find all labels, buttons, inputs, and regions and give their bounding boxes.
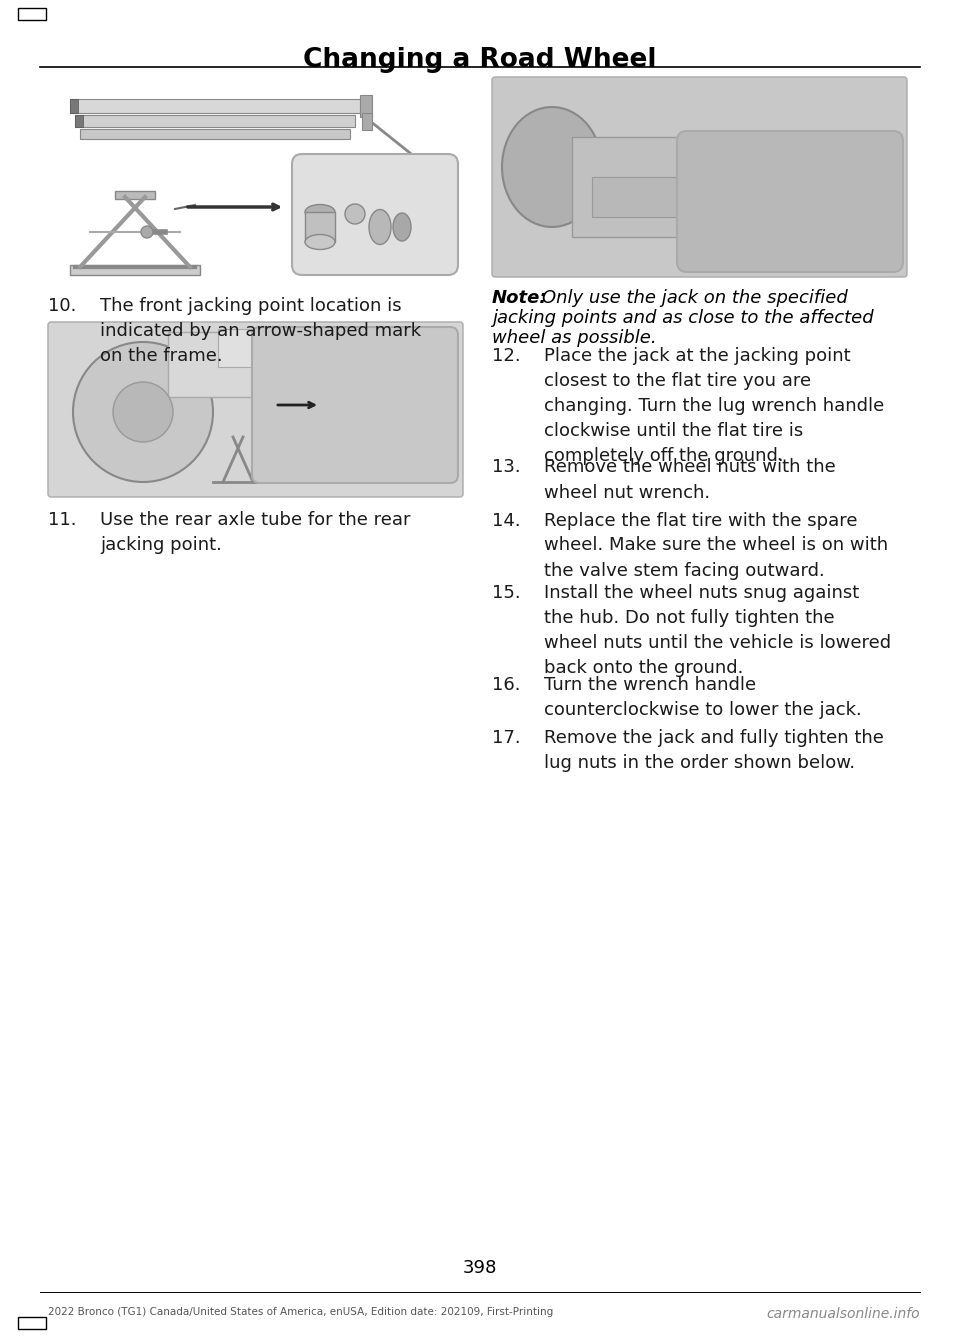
Bar: [18, 1317, 46, 1329]
Circle shape: [73, 342, 213, 483]
Ellipse shape: [305, 205, 335, 219]
Bar: [18, 8, 46, 20]
Text: Turn the wrench handle
counterclockwise to lower the jack.: Turn the wrench handle counterclockwise …: [544, 677, 862, 719]
Bar: [305, 213, 335, 242]
FancyBboxPatch shape: [492, 78, 907, 277]
FancyBboxPatch shape: [677, 131, 903, 271]
Text: 14.: 14.: [492, 512, 520, 529]
Bar: [218, 329, 438, 366]
Ellipse shape: [502, 107, 602, 227]
Bar: [80, 128, 350, 139]
Ellipse shape: [369, 210, 391, 245]
Bar: [70, 99, 360, 114]
Ellipse shape: [345, 205, 365, 225]
Ellipse shape: [393, 213, 411, 241]
Text: Place the jack at the jacking point
closest to the flat tire you are
changing. T: Place the jack at the jacking point clos…: [544, 348, 884, 465]
Bar: [360, 95, 372, 118]
FancyBboxPatch shape: [48, 322, 463, 497]
Text: wheel as possible.: wheel as possible.: [492, 329, 657, 348]
Text: Use the rear axle tube for the rear
jacking point.: Use the rear axle tube for the rear jack…: [100, 511, 411, 554]
Bar: [168, 332, 448, 397]
Text: 12.: 12.: [492, 348, 520, 365]
Bar: [75, 115, 355, 127]
Text: carmanualsonline.info: carmanualsonline.info: [766, 1308, 920, 1321]
Text: The front jacking point location is
indicated by an arrow-shaped mark
on the fra: The front jacking point location is indi…: [100, 297, 421, 365]
Ellipse shape: [305, 234, 335, 250]
Text: 15.: 15.: [492, 584, 520, 602]
Text: Remove the wheel nuts with the
wheel nut wrench.: Remove the wheel nuts with the wheel nut…: [544, 459, 836, 501]
Bar: [592, 176, 772, 217]
Text: 10.: 10.: [48, 297, 77, 316]
Bar: [75, 115, 83, 127]
Bar: [115, 191, 155, 199]
Text: Replace the flat tire with the spare
wheel. Make sure the wheel is on with
the v: Replace the flat tire with the spare whe…: [544, 512, 888, 579]
Text: 11.: 11.: [48, 511, 77, 529]
Text: 16.: 16.: [492, 677, 520, 694]
Text: Note:: Note:: [492, 289, 547, 308]
Text: jacking points and as close to the affected: jacking points and as close to the affec…: [492, 309, 874, 328]
Text: 398: 398: [463, 1259, 497, 1277]
Circle shape: [141, 226, 153, 238]
FancyBboxPatch shape: [292, 154, 458, 275]
Circle shape: [113, 382, 173, 443]
Text: 13.: 13.: [492, 459, 520, 476]
FancyBboxPatch shape: [252, 328, 458, 483]
Text: 17.: 17.: [492, 729, 520, 747]
Bar: [70, 265, 200, 275]
Bar: [572, 136, 812, 237]
Bar: [362, 114, 372, 130]
Text: Install the wheel nuts snug against
the hub. Do not fully tighten the
wheel nuts: Install the wheel nuts snug against the …: [544, 584, 891, 677]
Text: Remove the jack and fully tighten the
lug nuts in the order shown below.: Remove the jack and fully tighten the lu…: [544, 729, 884, 771]
Text: Changing a Road Wheel: Changing a Road Wheel: [303, 47, 657, 74]
Text: 2022 Bronco (TG1) Canada/United States of America, enUSA, Edition date: 202109, : 2022 Bronco (TG1) Canada/United States o…: [48, 1308, 553, 1317]
Text: Only use the jack on the specified: Only use the jack on the specified: [542, 289, 848, 308]
Bar: [70, 99, 78, 114]
